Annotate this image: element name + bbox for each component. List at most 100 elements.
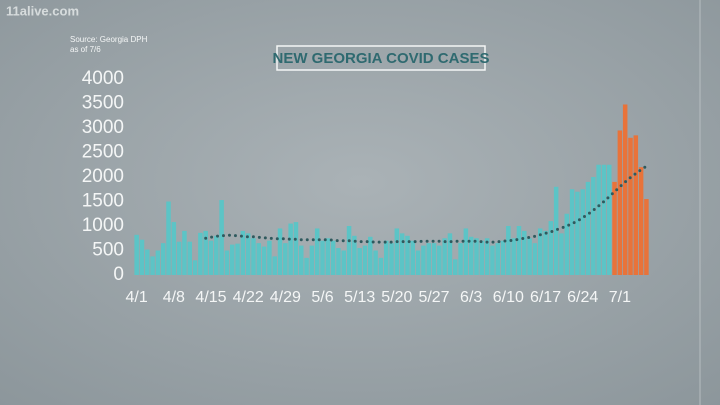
bar xyxy=(352,235,357,275)
bar xyxy=(511,238,516,275)
y-tick-label: 0 xyxy=(113,264,124,285)
bar xyxy=(251,238,256,275)
bar xyxy=(564,213,570,275)
x-tick-label: 4/15 xyxy=(195,289,226,306)
bar xyxy=(575,191,580,275)
bar xyxy=(288,223,293,275)
bar xyxy=(516,226,522,275)
bar xyxy=(198,232,203,275)
bar xyxy=(346,226,352,275)
bar xyxy=(373,250,378,275)
bar xyxy=(532,243,538,275)
y-tick-label: 2000 xyxy=(82,166,124,187)
bar xyxy=(357,248,362,275)
bar xyxy=(405,235,410,275)
bar xyxy=(224,250,230,275)
bar xyxy=(378,257,384,275)
bar xyxy=(155,250,161,275)
bar xyxy=(458,243,463,275)
bar xyxy=(580,189,585,275)
bar xyxy=(453,259,458,275)
bar xyxy=(139,239,145,275)
bar xyxy=(299,245,304,275)
as-of: as of 7/6 xyxy=(70,45,101,54)
bar xyxy=(628,137,633,275)
bar xyxy=(537,228,543,275)
bar xyxy=(644,199,649,275)
bar xyxy=(261,246,267,275)
bar xyxy=(500,240,506,275)
bar xyxy=(325,238,331,275)
bar xyxy=(389,243,394,275)
x-tick-label: 6/24 xyxy=(567,289,598,306)
bar xyxy=(203,230,208,275)
bar xyxy=(283,243,288,275)
bar xyxy=(596,164,601,275)
bar xyxy=(622,104,628,275)
y-tick-label: 3500 xyxy=(82,93,124,114)
bar xyxy=(591,177,596,275)
bar xyxy=(219,200,224,275)
bar xyxy=(272,256,277,275)
bar xyxy=(176,241,182,275)
x-tick-label: 5/27 xyxy=(418,289,449,306)
x-tick-label: 7/1 xyxy=(609,289,631,306)
bar xyxy=(415,250,421,275)
x-tick-label: 4/29 xyxy=(270,289,301,306)
bar xyxy=(527,238,532,275)
bar xyxy=(506,226,511,275)
bar xyxy=(490,245,495,275)
bar xyxy=(468,236,474,275)
bar xyxy=(383,240,389,275)
bar xyxy=(474,238,479,275)
bar xyxy=(553,186,559,275)
bar xyxy=(431,243,437,275)
bar xyxy=(240,230,246,275)
bar xyxy=(267,240,272,275)
watermark: 11alive.com xyxy=(6,3,79,18)
bar xyxy=(479,240,485,275)
bar xyxy=(463,228,469,275)
y-tick-label: 2500 xyxy=(82,142,124,163)
x-tick-label: 6/17 xyxy=(530,289,561,306)
bar xyxy=(394,228,400,275)
bar xyxy=(522,230,527,275)
bar xyxy=(320,240,325,275)
bar xyxy=(421,245,426,275)
bar xyxy=(368,236,373,275)
x-tick-label: 4/1 xyxy=(126,289,148,306)
title-box xyxy=(276,45,486,71)
bar xyxy=(638,167,644,275)
bar xyxy=(314,228,320,275)
y-tick-label: 4000 xyxy=(82,68,124,89)
bar xyxy=(437,245,442,275)
bar xyxy=(617,130,623,275)
bar xyxy=(304,257,309,275)
bar xyxy=(187,241,193,275)
bar xyxy=(293,222,299,275)
x-tick-label: 6/3 xyxy=(460,289,482,306)
y-tick-label: 1500 xyxy=(82,191,124,212)
bar xyxy=(208,240,214,275)
y-tick-label: 500 xyxy=(92,240,124,261)
bar xyxy=(341,250,346,275)
bar xyxy=(410,240,416,275)
bar xyxy=(134,234,139,275)
x-tick-label: 5/20 xyxy=(381,289,412,306)
moving-average-line xyxy=(204,164,648,244)
bar xyxy=(447,233,453,275)
chart-title: NEW GEORGIA COVID CASES xyxy=(273,50,490,67)
bar xyxy=(330,240,336,275)
bar xyxy=(362,245,368,275)
bar xyxy=(277,228,283,275)
bar xyxy=(484,238,490,275)
bar xyxy=(229,244,235,275)
source: Source: Georgia DPH xyxy=(70,35,148,44)
bar xyxy=(309,245,315,275)
bar xyxy=(559,233,564,275)
x-tick-label: 5/6 xyxy=(311,289,333,306)
y-tick-label: 3000 xyxy=(82,117,124,138)
x-tick-label: 5/13 xyxy=(344,289,375,306)
bar xyxy=(256,243,262,275)
bar xyxy=(601,164,607,275)
